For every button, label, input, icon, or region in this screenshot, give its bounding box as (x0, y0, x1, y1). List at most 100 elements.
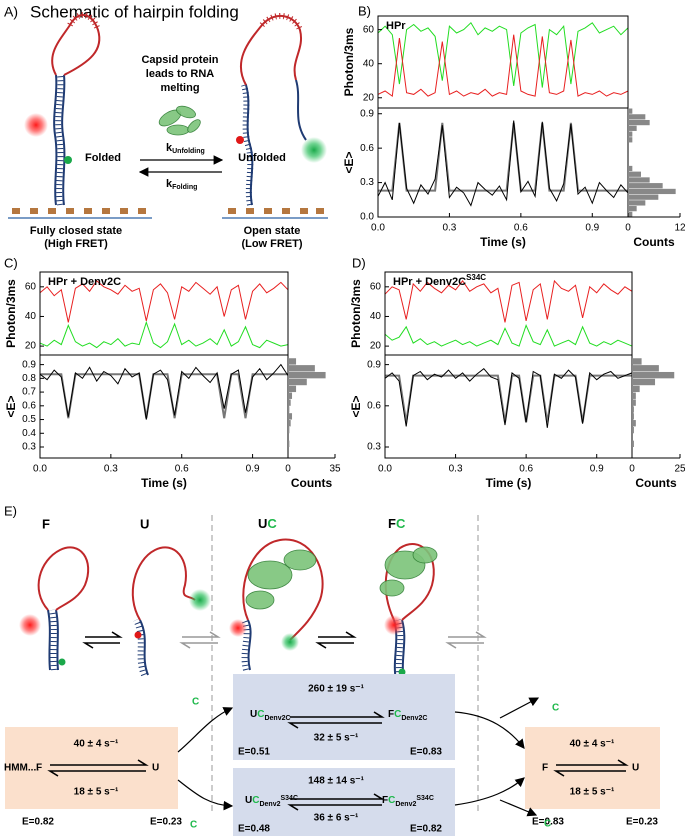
rate-label: 40 ± 4 s⁻¹ (74, 739, 119, 750)
equilibrium-arrow (47, 759, 149, 777)
state-c: C (388, 795, 395, 806)
arrow (499, 799, 538, 817)
x-tick-label: 0.0 (33, 464, 47, 475)
y-axis-label: <E> (349, 395, 363, 417)
y-tick-label: 40 (363, 58, 375, 69)
folded-hairpin (24, 12, 101, 206)
state-main: F (388, 709, 394, 720)
fret-label: E=0.83 (410, 747, 442, 758)
histogram-bar (288, 426, 290, 434)
state-superscript: S34C (416, 795, 434, 802)
equilibrium-arrow (315, 631, 357, 649)
histogram-bar (628, 137, 633, 143)
state-c: C (257, 709, 264, 720)
y-tick-label: 0.5 (22, 414, 36, 425)
histogram-bar (628, 194, 659, 200)
x-tick-label: 0.0 (371, 223, 385, 234)
x-tick-label: 0.3 (442, 223, 456, 234)
rate-label: kFolding (166, 178, 197, 191)
histogram-bar (628, 200, 646, 206)
data-line (377, 22, 629, 88)
arrow (454, 711, 525, 749)
rate-label: 40 ± 4 s⁻¹ (570, 739, 615, 750)
y-tick-label: 20 (25, 341, 37, 352)
x-tick-label: 35 (329, 464, 341, 475)
histogram-bar (632, 440, 634, 448)
fret-label: E=0.48 (238, 824, 270, 835)
state-c: C (267, 516, 277, 531)
arrow (177, 707, 234, 753)
y-axis-label: Photon/3ms (4, 279, 18, 348)
data-line (384, 279, 633, 323)
rate-label: 36 ± 6 s⁻¹ (314, 813, 359, 824)
caption: Fully closed state (30, 225, 122, 237)
state-main: F (382, 795, 388, 806)
histogram-bar (632, 413, 634, 420)
histogram-bar (632, 378, 656, 386)
state-subscript: Denv2 (395, 801, 416, 808)
histogram-bar (632, 426, 634, 434)
equilibrium-arrow (82, 631, 123, 649)
rate-subscript: Folding (172, 184, 197, 191)
state-label: FCDenv2S34C (382, 795, 434, 808)
state-subscript: Denv2C (401, 715, 427, 722)
unfolded-hairpin (236, 13, 327, 206)
panel-a: A) Schematic of hairpin folding Capsid p… (4, 2, 328, 250)
state-label: U (140, 516, 149, 531)
state-label: FC (388, 516, 406, 531)
histogram-bar (632, 392, 636, 399)
histogram-bar (628, 171, 641, 177)
x-tick-label: 0.9 (246, 464, 260, 475)
data-line (384, 368, 633, 428)
plot-frame (377, 107, 629, 218)
chart-title: HPr + Denv2CS34C (393, 273, 486, 288)
fret-label: E=0.82 (410, 824, 442, 835)
caption: (Low FRET) (241, 238, 302, 250)
x-tick-label: 0.3 (104, 464, 118, 475)
caption: (High FRET) (44, 238, 108, 250)
protein-icon (158, 105, 201, 136)
y-tick-label: 0.6 (360, 143, 374, 154)
arrow (454, 777, 525, 806)
x-axis-label: Counts (633, 235, 675, 249)
x-tick-label: 0 (625, 223, 631, 234)
y-tick-label: 40 (370, 311, 382, 322)
fret-label: E=0.82 (22, 817, 54, 828)
rate-label: 18 ± 5 s⁻¹ (74, 787, 119, 798)
x-axis-label: Time (s) (480, 235, 526, 249)
panel-label: A) (4, 4, 18, 20)
y-tick-label: 20 (370, 341, 382, 352)
equilibrium-arrow (179, 631, 221, 649)
panel-label: D) (352, 255, 366, 270)
chart-title-superscript: S34C (466, 273, 486, 282)
protein-label: C (544, 819, 551, 830)
histogram-bar (628, 165, 633, 172)
state-label: U (152, 763, 159, 774)
histogram-bar (288, 371, 326, 379)
panel-title: Schematic of hairpin folding (30, 2, 239, 21)
plot-frame (39, 354, 289, 459)
histogram-bar (288, 392, 293, 399)
state-main: F (388, 516, 396, 531)
histogram-bar (628, 206, 637, 212)
histogram-bar (632, 385, 640, 393)
protein-label: C (190, 820, 197, 831)
caption: Open state (244, 225, 301, 237)
state-label: F (42, 516, 50, 531)
state-c: C (396, 516, 406, 531)
histogram-bar (628, 125, 637, 131)
x-tick-label: 0 (285, 464, 291, 475)
panel-label: C) (4, 255, 18, 270)
state-c: C (252, 795, 259, 806)
protein-label: C (552, 703, 559, 714)
histogram-bar (288, 406, 290, 413)
state-label: F (542, 763, 548, 774)
state-subscript: Denv2 (259, 801, 280, 808)
state-subscript: Denv2C (264, 715, 290, 722)
equilibrium-arrow (287, 711, 385, 729)
y-tick-label: 0.0 (360, 212, 374, 223)
histogram-bar (288, 385, 297, 393)
histogram-bar (632, 371, 675, 379)
scheme-box (5, 727, 178, 809)
y-tick-label: 0.3 (367, 442, 381, 453)
